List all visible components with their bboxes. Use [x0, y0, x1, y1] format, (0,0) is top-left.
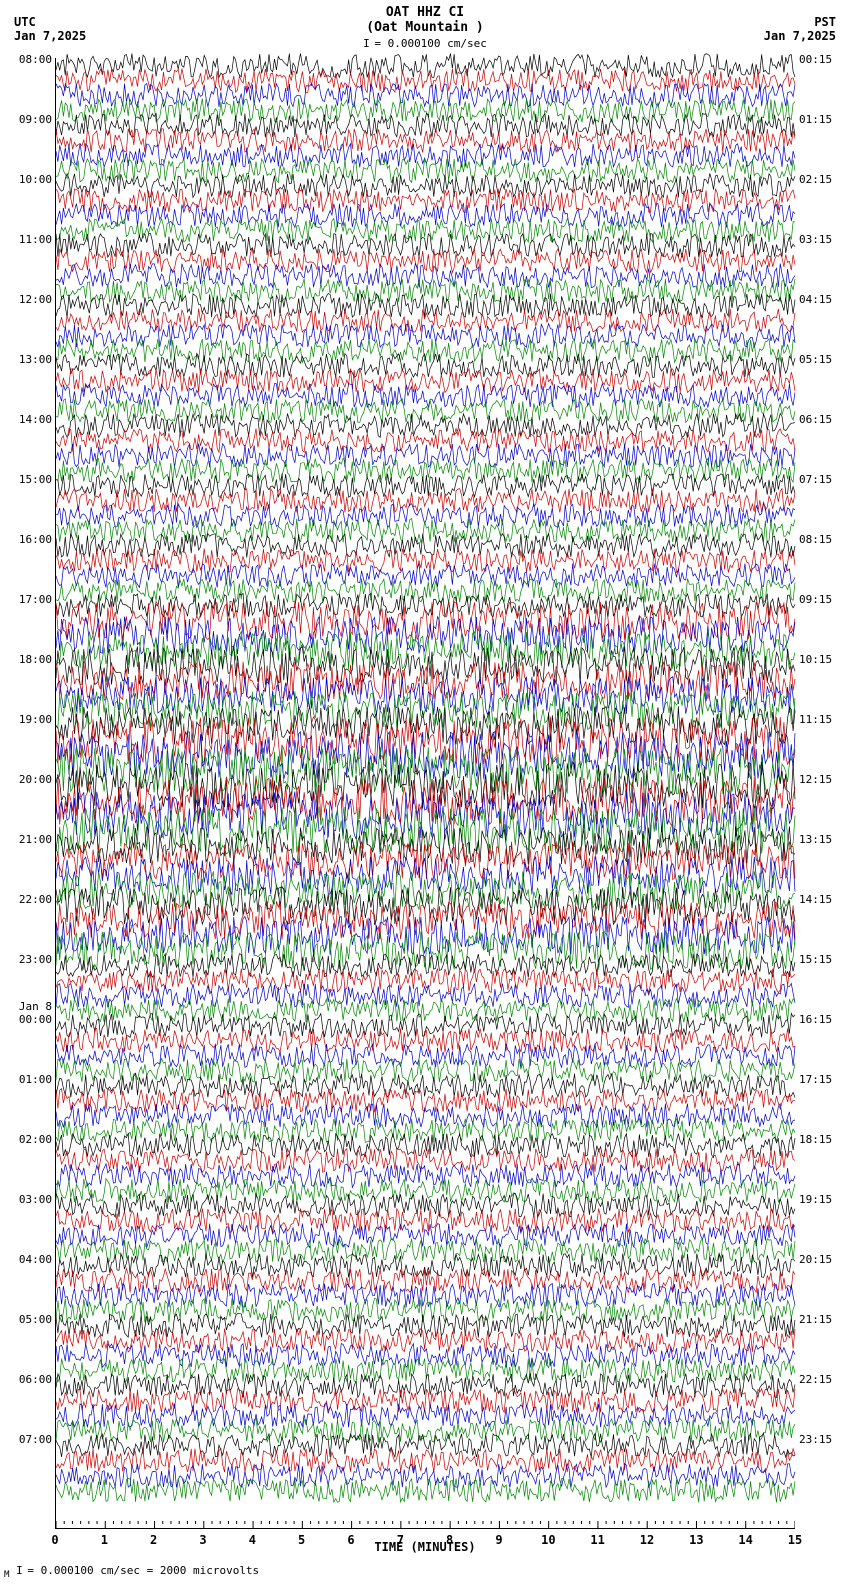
right-time-label: 08:15 — [795, 533, 832, 546]
x-tick-label: 14 — [738, 1533, 752, 1547]
right-time-label: 16:15 — [795, 1013, 832, 1026]
right-time-label: 18:15 — [795, 1133, 832, 1146]
left-time-label: 03:00 — [19, 1193, 56, 1206]
tz-left-label: UTC — [14, 15, 86, 29]
left-time-label: 12:00 — [19, 293, 56, 306]
left-time-label: 20:00 — [19, 773, 56, 786]
right-time-label: 07:15 — [795, 473, 832, 486]
right-time-label: 03:15 — [795, 233, 832, 246]
left-time-label: 08:00 — [19, 53, 56, 66]
x-tick-label: 1 — [101, 1533, 108, 1547]
x-tick-label: 13 — [689, 1533, 703, 1547]
right-time-label: 22:15 — [795, 1373, 832, 1386]
right-time-label: 09:15 — [795, 593, 832, 606]
left-time-label: 07:00 — [19, 1433, 56, 1446]
left-time-label: 01:00 — [19, 1073, 56, 1086]
x-tick-label: 15 — [788, 1533, 802, 1547]
left-time-label: 16:00 — [19, 533, 56, 546]
right-time-label: 19:15 — [795, 1193, 832, 1206]
trace-row — [56, 1483, 795, 1498]
footer: M I = 0.000100 cm/sec = 2000 microvolts — [4, 1564, 259, 1580]
left-time-label: 10:00 — [19, 173, 56, 186]
footer-text: = 0.000100 cm/sec = 2000 microvolts — [27, 1564, 259, 1577]
x-tick-label: 11 — [590, 1533, 604, 1547]
right-time-label: 05:15 — [795, 353, 832, 366]
day-break-label: Jan 8 — [19, 1000, 56, 1013]
right-time-label: 23:15 — [795, 1433, 832, 1446]
right-time-label: 02:15 — [795, 173, 832, 186]
left-time-label: 23:00 — [19, 953, 56, 966]
x-axis-label: TIME (MINUTES) — [374, 1540, 475, 1554]
title-block: OAT HHZ CI (Oat Mountain ) — [366, 5, 483, 35]
left-time-label: 21:00 — [19, 833, 56, 846]
left-time-label: 15:00 — [19, 473, 56, 486]
x-tick-label: 9 — [495, 1533, 502, 1547]
x-tick-label: 8 — [446, 1533, 453, 1547]
left-time-label: 00:00 — [19, 1013, 56, 1026]
tz-right-date: Jan 7,2025 — [764, 29, 836, 43]
right-time-label: 21:15 — [795, 1313, 832, 1326]
left-time-label: 14:00 — [19, 413, 56, 426]
right-time-label: 12:15 — [795, 773, 832, 786]
title-line2: (Oat Mountain ) — [366, 20, 483, 35]
left-time-label: 06:00 — [19, 1373, 56, 1386]
x-tick-label: 5 — [298, 1533, 305, 1547]
right-time-label: 13:15 — [795, 833, 832, 846]
left-time-label: 11:00 — [19, 233, 56, 246]
left-time-label: 05:00 — [19, 1313, 56, 1326]
tz-left-date: Jan 7,2025 — [14, 29, 86, 43]
right-time-label: 17:15 — [795, 1073, 832, 1086]
left-time-label: 22:00 — [19, 893, 56, 906]
x-tick-label: 3 — [199, 1533, 206, 1547]
x-tick-label: 10 — [541, 1533, 555, 1547]
tz-right-label: PST — [764, 15, 836, 29]
x-tick-label: 2 — [150, 1533, 157, 1547]
x-tick-label: 0 — [51, 1533, 58, 1547]
right-time-label: 00:15 — [795, 53, 832, 66]
right-time-label: 10:15 — [795, 653, 832, 666]
left-time-label: 02:00 — [19, 1133, 56, 1146]
right-time-label: 20:15 — [795, 1253, 832, 1266]
right-time-label: 01:15 — [795, 113, 832, 126]
seismogram-plot: 08:0000:1509:0001:1510:0002:1511:0003:15… — [55, 58, 795, 1529]
left-time-label: 09:00 — [19, 113, 56, 126]
left-time-label: 18:00 — [19, 653, 56, 666]
right-time-label: 15:15 — [795, 953, 832, 966]
left-time-label: 13:00 — [19, 353, 56, 366]
right-time-label: 14:15 — [795, 893, 832, 906]
tz-left: UTC Jan 7,2025 — [14, 15, 86, 43]
tz-right: PST Jan 7,2025 — [764, 15, 836, 43]
right-time-label: 06:15 — [795, 413, 832, 426]
left-time-label: 17:00 — [19, 593, 56, 606]
right-time-label: 04:15 — [795, 293, 832, 306]
title-line1: OAT HHZ CI — [366, 5, 483, 20]
left-time-label: 04:00 — [19, 1253, 56, 1266]
right-time-label: 11:15 — [795, 713, 832, 726]
x-tick-label: 12 — [640, 1533, 654, 1547]
x-axis: TIME (MINUTES) 0123456789101112131415 — [55, 1529, 795, 1554]
left-time-label: 19:00 — [19, 713, 56, 726]
x-tick-label: 7 — [397, 1533, 404, 1547]
x-tick-label: 6 — [347, 1533, 354, 1547]
x-tick-label: 4 — [249, 1533, 256, 1547]
